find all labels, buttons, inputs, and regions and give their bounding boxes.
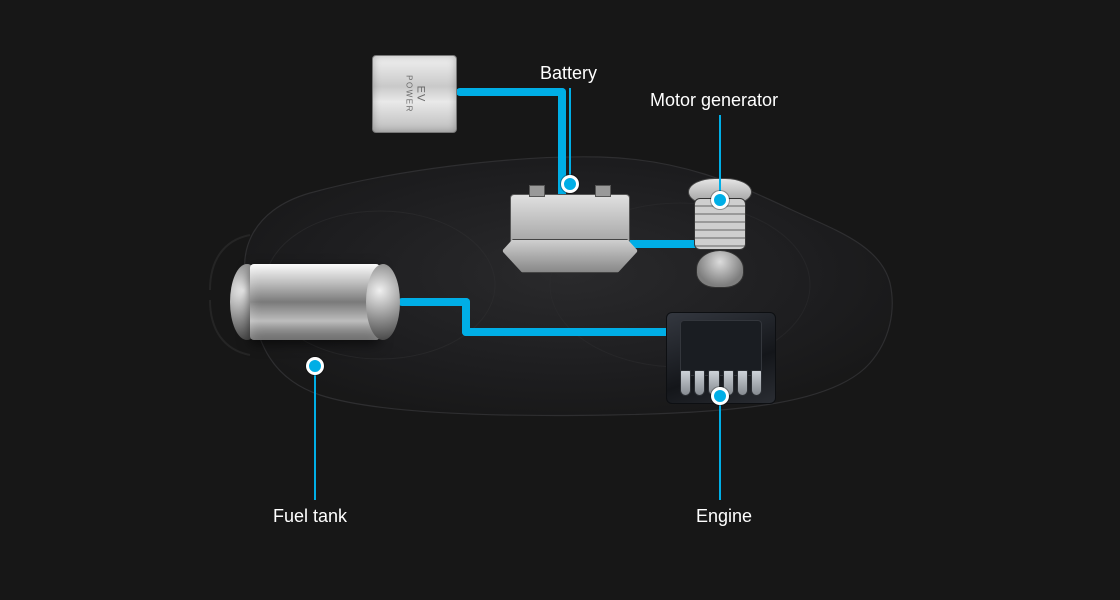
engine-label: Engine [696,506,752,527]
ev-badge-line2: POWER [403,75,413,113]
battery-callout-line [569,88,571,184]
battery-label: Battery [540,63,597,84]
motor-callout-line [719,115,721,200]
flow-to-engine [462,328,677,336]
motor-callout-dot [711,191,729,209]
diagram-stage: EV POWER Battery Motor generator Fuel ta… [0,0,1120,600]
flow-fueltank-out [398,298,470,306]
battery-component [510,184,630,274]
battery-callout-dot [561,175,579,193]
fuel-tank-component [230,264,400,340]
flow-ev-to-battery [456,88,566,96]
motor-label: Motor generator [650,90,778,111]
ev-badge-text: EV POWER [403,75,426,113]
fueltank-callout-line [314,366,316,500]
engine-callout-line [719,396,721,500]
ev-power-badge: EV POWER [372,55,457,133]
engine-callout-dot [711,387,729,405]
fueltank-callout-dot [306,357,324,375]
fueltank-label: Fuel tank [273,506,347,527]
ev-badge-line1: EV [414,86,426,103]
